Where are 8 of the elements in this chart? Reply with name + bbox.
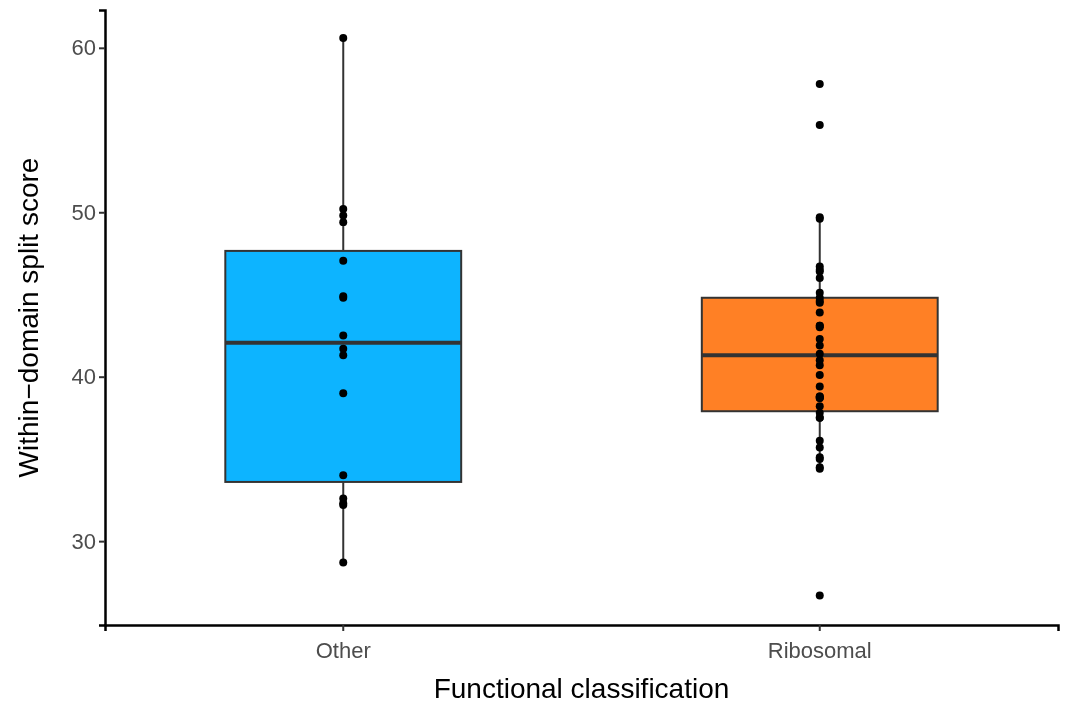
x-tick-label: Other: [315, 638, 371, 664]
x-tick-label: Ribosomal: [767, 638, 872, 664]
y-tick-label: 40: [71, 364, 96, 390]
y-tick-label: 30: [71, 528, 96, 554]
y-axis-title: Within−domain split score: [13, 157, 44, 478]
x-axis-title: Functional classification: [433, 673, 730, 704]
y-tick-label: 60: [71, 35, 96, 61]
y-tick-label: 50: [71, 199, 96, 225]
